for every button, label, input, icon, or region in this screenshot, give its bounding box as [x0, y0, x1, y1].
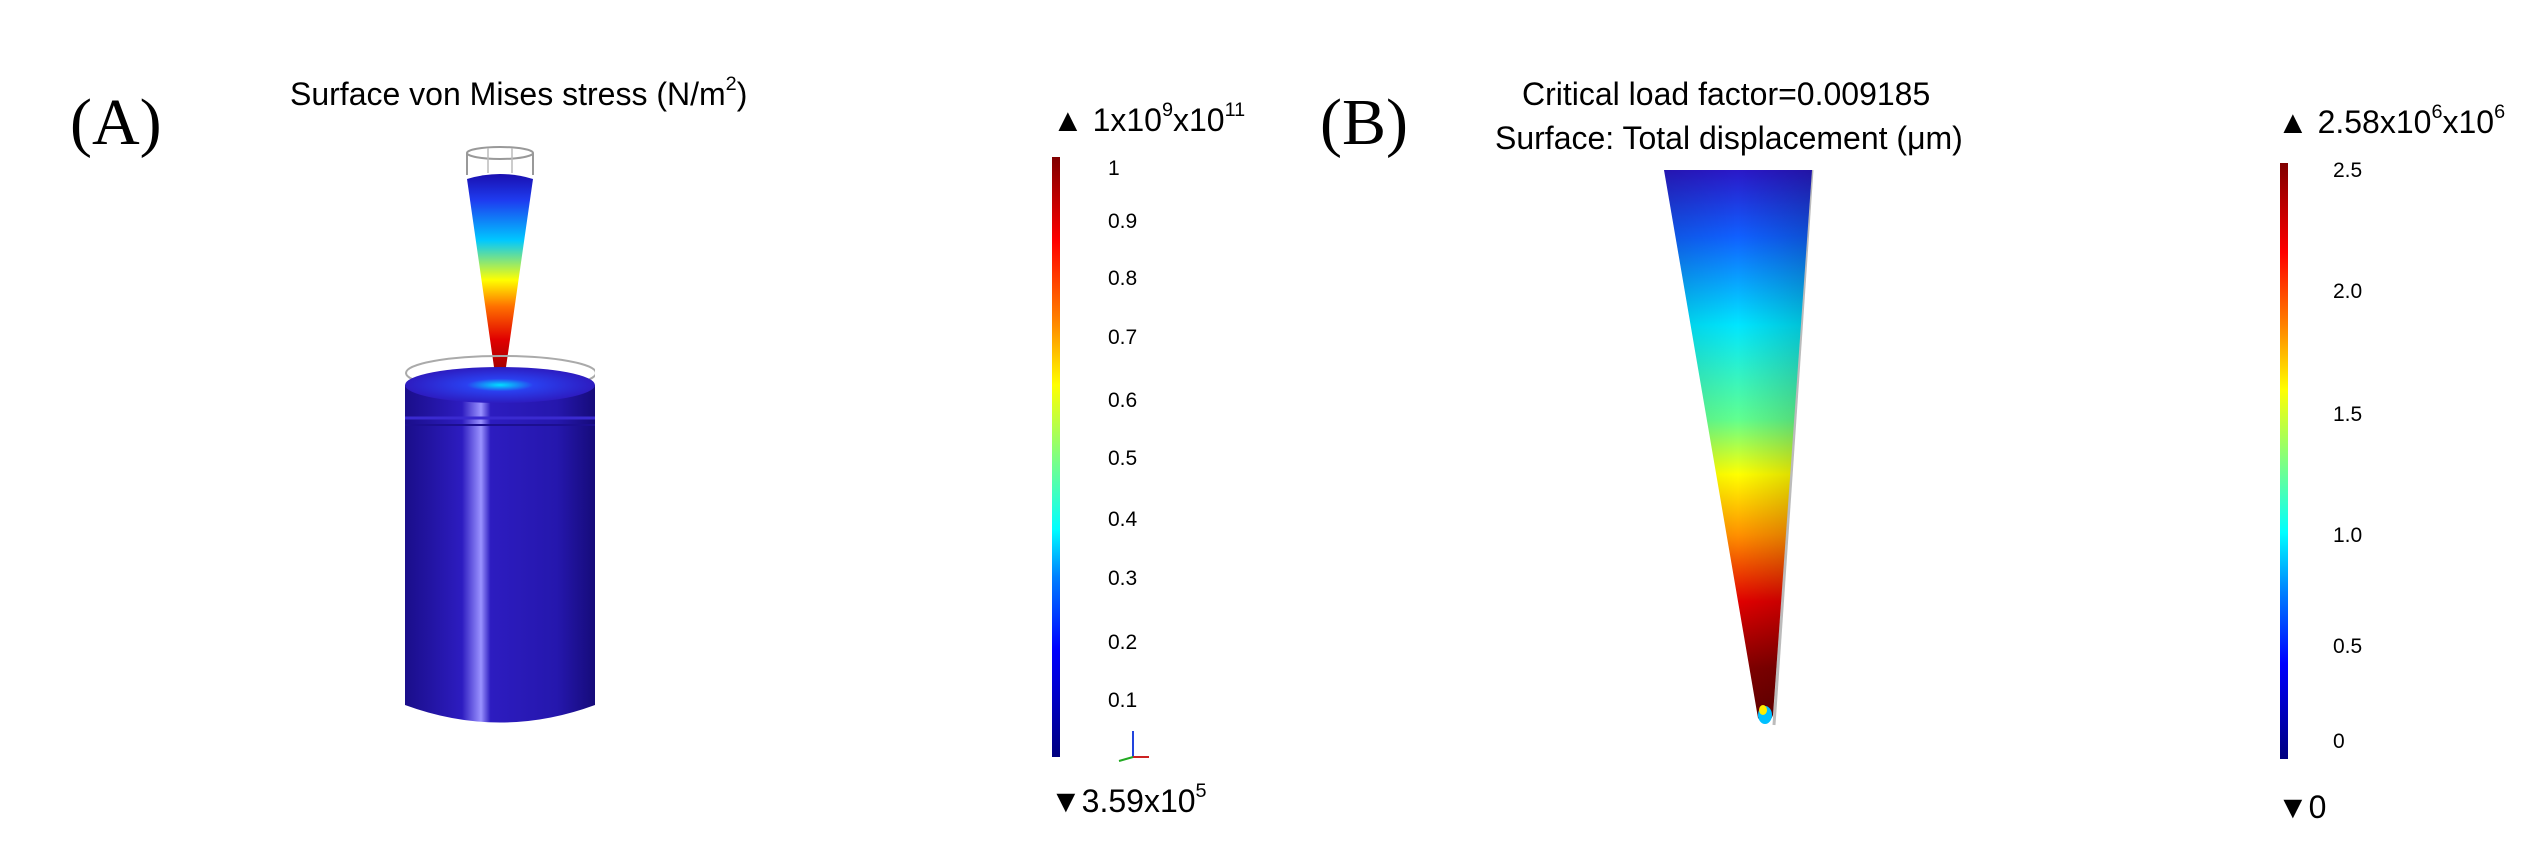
panel-a-cone — [467, 174, 533, 395]
panel-a-title-exponent: 2 — [725, 73, 737, 96]
panel-a-cone-wireframe-top — [466, 146, 534, 160]
panel-a-title-text: Surface von Mises stress (N/m — [290, 76, 726, 112]
panel-b-cone-shade — [1664, 170, 1812, 724]
panel-a-colorbar-tick: 0.9 — [1108, 210, 1138, 233]
panel-b-colorbar-max-exp1: 6 — [2431, 101, 2443, 124]
panel-a-title-tail: ) — [736, 76, 748, 112]
panel-a-title: Surface von Mises stress (N/m2) — [290, 74, 748, 112]
panel-a-colorbar-max-exp2: 11 — [1224, 99, 1246, 122]
panel-b-colorbar-max-prefix: ▲ 2.58x10 — [2277, 104, 2432, 140]
panel-b-colorbar-min: ▼0 — [2277, 789, 2327, 825]
panel-b-title-line2: Surface: Total displacement (μm) — [1495, 120, 1963, 156]
panel-a-colorbar-tick: 0.5 — [1108, 447, 1138, 470]
panel-b-colorbar-max-mid: x10 — [2442, 104, 2495, 140]
panel-b-colorbar-tick: 2.0 — [2333, 280, 2363, 303]
panel-b-cone-tip-highlight — [1759, 705, 1767, 715]
panel-a-colorbar-tick: 0.6 — [1108, 389, 1138, 412]
panel-a-colorbar-max: ▲ 1x109x1011 — [1052, 100, 1245, 138]
panel-a-colorbar-tick: 0.7 — [1108, 326, 1138, 349]
panel-b-colorbar-tick: 0.5 — [2333, 635, 2363, 658]
panel-b-colorbar-tick: 2.5 — [2333, 159, 2363, 182]
panel-b-colorbar-max-exp2: 6 — [2494, 101, 2506, 124]
panel-b-colorbar-max: ▲ 2.58x106x106 — [2277, 102, 2505, 140]
panel-a-colorbar-max-mid: x10 — [1172, 102, 1225, 138]
panel-a-colorbar-min-prefix: ▼3.59x10 — [1050, 783, 1196, 819]
panel-a-colorbar-tick: 0.2 — [1108, 631, 1138, 654]
panel-a-colorbar-tick: 0.3 — [1108, 567, 1138, 590]
panel-a-colorbar-max-prefix: ▲ 1x10 — [1052, 102, 1162, 138]
panel-a-colorbar-tick: 0.8 — [1108, 267, 1138, 290]
panel-b-colorbar-tick: 1.0 — [2333, 524, 2363, 547]
panel-a-colorbar-tick: 1 — [1108, 157, 1120, 180]
panel-b-colorbar — [2280, 163, 2288, 759]
panel-a-colorbar-min: ▼3.59x105 — [1050, 781, 1207, 819]
panel-a-cylinder-top — [405, 367, 595, 403]
panel-a-model — [405, 146, 595, 723]
panel-b-model — [1664, 170, 1814, 726]
axis-triad-icon — [1118, 731, 1149, 762]
panel-a-label: (A) — [70, 86, 162, 159]
panel-a-colorbar — [1052, 157, 1060, 757]
panel-b-label: (B) — [1320, 86, 1408, 159]
panel-a-colorbar-tick: 0.4 — [1108, 508, 1138, 531]
panel-b-colorbar-tick: 0 — [2333, 730, 2345, 753]
panel-b-cone-outline — [1772, 170, 1814, 726]
panel-a-cylinder — [405, 385, 595, 723]
panel-a-colorbar-max-exp1: 9 — [1161, 99, 1173, 122]
panel-b-colorbar-tick: 1.5 — [2333, 403, 2363, 426]
panel-a-colorbar-tick: 0.1 — [1108, 689, 1138, 712]
panel-a-colorbar-min-exp: 5 — [1195, 780, 1207, 803]
panel-b-title-line1: Critical load factor=0.009185 — [1522, 76, 1931, 112]
